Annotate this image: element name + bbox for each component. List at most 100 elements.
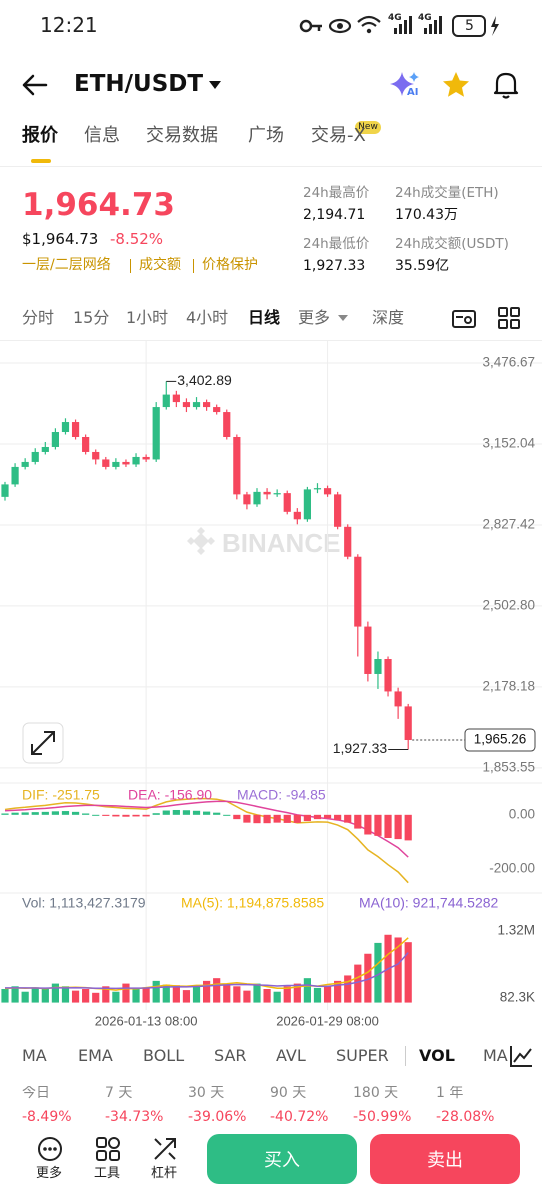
period-change: -50.99% xyxy=(353,1109,412,1121)
volume-bar xyxy=(92,992,100,1003)
tab[interactable]: 交易数据 xyxy=(146,125,218,146)
expand-button[interactable] xyxy=(22,722,64,764)
volume-bar xyxy=(394,937,402,1003)
candle-body xyxy=(142,456,150,460)
candle-body xyxy=(364,626,372,674)
volume-bar xyxy=(31,987,39,1003)
indicator-tab[interactable]: MA xyxy=(22,1046,47,1065)
y-tick-label: 1.32M xyxy=(497,923,535,938)
macd-bar xyxy=(223,814,231,816)
macd-bar xyxy=(404,814,412,841)
interval[interactable]: 15分 xyxy=(73,308,110,327)
volume-bar xyxy=(102,986,110,1003)
bottom-item[interactable]: 更多 xyxy=(36,1166,63,1181)
x-tick-label: 2026-01-13 08:00 xyxy=(95,1013,198,1028)
kline-chart: BINANCE 2026-01-13 08:00 2026-01-29 08:00… xyxy=(0,341,542,1028)
indicator-tab[interactable]: SUPER xyxy=(336,1046,389,1065)
volume-bar xyxy=(132,989,140,1003)
sell-button[interactable]: 卖出 xyxy=(370,1134,520,1184)
period-label: 180 天 xyxy=(353,1086,399,1101)
macd-bar xyxy=(364,814,372,835)
new-badge-text: New xyxy=(358,122,378,132)
y-tick-label: 1,853.55 xyxy=(482,759,535,774)
price-change: -8.52% xyxy=(110,230,164,248)
indicator-tab[interactable]: BOLL xyxy=(143,1046,185,1065)
candle-body xyxy=(384,659,392,692)
ai-badge: AI xyxy=(407,87,419,98)
more-icon[interactable] xyxy=(37,1136,63,1162)
candle-body xyxy=(51,432,59,447)
legend-entry: MACD: -94.85 xyxy=(237,787,326,803)
macd-bar xyxy=(334,814,342,820)
indicator-tab[interactable]: EMA xyxy=(78,1046,113,1065)
leverage-icon[interactable] xyxy=(152,1136,178,1162)
min-label: 1,927.33 xyxy=(333,740,388,756)
interval[interactable]: 日线 xyxy=(248,308,281,327)
macd-bar xyxy=(122,814,130,817)
macd-bar xyxy=(323,814,332,819)
tag-link[interactable]: 成交额 xyxy=(139,257,181,273)
macd-bar xyxy=(51,811,59,815)
volume-bar xyxy=(112,991,120,1003)
period-performance: 今日 -8.49% 7 天 -34.73% 30 天 -39.06% 90 天 -40.72%… xyxy=(0,1086,542,1121)
volume-bar xyxy=(283,986,291,1003)
status-time: 12:21 xyxy=(40,13,98,37)
tools-icon[interactable] xyxy=(95,1136,121,1162)
y-tick-label: 3,476.67 xyxy=(482,355,535,370)
status-icons xyxy=(299,15,499,37)
pair-dropdown[interactable] xyxy=(207,78,223,92)
interval[interactable]: 分时 xyxy=(22,308,55,327)
pair-title[interactable]: ETH/USDT xyxy=(74,71,204,97)
alert-button[interactable] xyxy=(491,70,521,100)
period-label: 30 天 xyxy=(188,1086,225,1101)
candle-body xyxy=(313,488,322,490)
stat-label: 24h成交量(ETH) xyxy=(395,185,499,201)
buy-button[interactable]: 买入 xyxy=(207,1134,357,1184)
volume-bar xyxy=(82,989,90,1003)
separator xyxy=(405,1046,406,1066)
battery-level: 5 xyxy=(465,18,474,34)
last-price-box xyxy=(464,728,536,752)
volume-bar xyxy=(142,987,150,1003)
volume-bar xyxy=(152,980,160,1003)
indicator-tab[interactable]: VOL xyxy=(419,1046,455,1065)
favorite-button[interactable] xyxy=(441,70,471,100)
more-dropdown[interactable] xyxy=(336,312,350,324)
chart-settings-button[interactable] xyxy=(450,306,478,332)
stat-value: 2,194.71 xyxy=(303,207,366,223)
volume-bar xyxy=(172,985,180,1003)
macd-bar xyxy=(213,812,221,815)
volume-bar xyxy=(354,964,362,1003)
interval[interactable]: 深度 xyxy=(372,308,405,327)
interval[interactable]: 4小时 xyxy=(186,308,229,327)
interval[interactable]: 更多 xyxy=(298,308,331,327)
tab[interactable]: 报价 xyxy=(22,125,58,146)
interval[interactable]: 1小时 xyxy=(126,308,169,327)
y-tick-label: 2,827.42 xyxy=(482,517,535,532)
indicator-tab[interactable]: AVL xyxy=(276,1046,306,1065)
candle-body xyxy=(71,422,80,437)
tag-link[interactable]: 价格保护 xyxy=(202,257,258,273)
y-tick-label: 0.00 xyxy=(509,806,535,821)
indicator-tab[interactable]: MA xyxy=(483,1046,508,1065)
tab[interactable]: 交易-X xyxy=(311,125,366,146)
volume-bar xyxy=(122,983,130,1003)
back-button[interactable] xyxy=(20,70,50,100)
bottom-item[interactable]: 工具 xyxy=(94,1166,121,1181)
tag-link[interactable]: 一层/二层网络 xyxy=(22,257,111,273)
candle-body xyxy=(334,494,342,527)
tab[interactable]: 信息 xyxy=(84,125,120,146)
last-price: 1,964.73 xyxy=(22,187,175,223)
volume-bar xyxy=(203,980,211,1003)
buy-label: 买入 xyxy=(264,1150,300,1171)
layout-button[interactable] xyxy=(497,306,521,330)
indicator-settings[interactable] xyxy=(508,1043,534,1069)
volume-bar xyxy=(293,983,301,1003)
tab[interactable]: 广场 xyxy=(248,125,284,146)
macd-bar xyxy=(152,813,160,815)
indicator-tab[interactable]: SAR xyxy=(214,1046,247,1065)
bottom-item[interactable]: 杠杆 xyxy=(151,1166,178,1181)
volume-bar xyxy=(313,987,322,1003)
macd-bar xyxy=(31,812,39,815)
ai-button[interactable] xyxy=(388,70,422,102)
